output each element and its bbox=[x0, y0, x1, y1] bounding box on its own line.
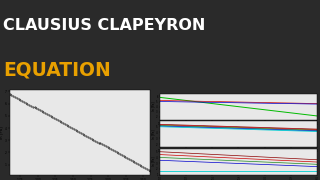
X-axis label: 1000/T [1/K]: 1000/T [1/K] bbox=[229, 154, 248, 158]
X-axis label: 1000/T [1/K]: 1000/T [1/K] bbox=[229, 126, 248, 130]
Y-axis label: ln [Pa]: ln [Pa] bbox=[152, 157, 156, 167]
Text: EQUATION: EQUATION bbox=[3, 61, 111, 80]
Text: CLAUSIUS CLAPEYRON: CLAUSIUS CLAPEYRON bbox=[3, 18, 205, 33]
Y-axis label: ln [Pa]: ln [Pa] bbox=[152, 102, 156, 111]
Y-axis label: ln [Pa]: ln [Pa] bbox=[152, 129, 156, 139]
Y-axis label: ln [Pa]: ln [Pa] bbox=[0, 126, 3, 139]
